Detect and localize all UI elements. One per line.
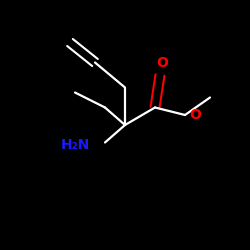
Text: O: O bbox=[156, 56, 168, 70]
Text: H₂N: H₂N bbox=[61, 138, 90, 152]
Text: O: O bbox=[189, 108, 200, 122]
